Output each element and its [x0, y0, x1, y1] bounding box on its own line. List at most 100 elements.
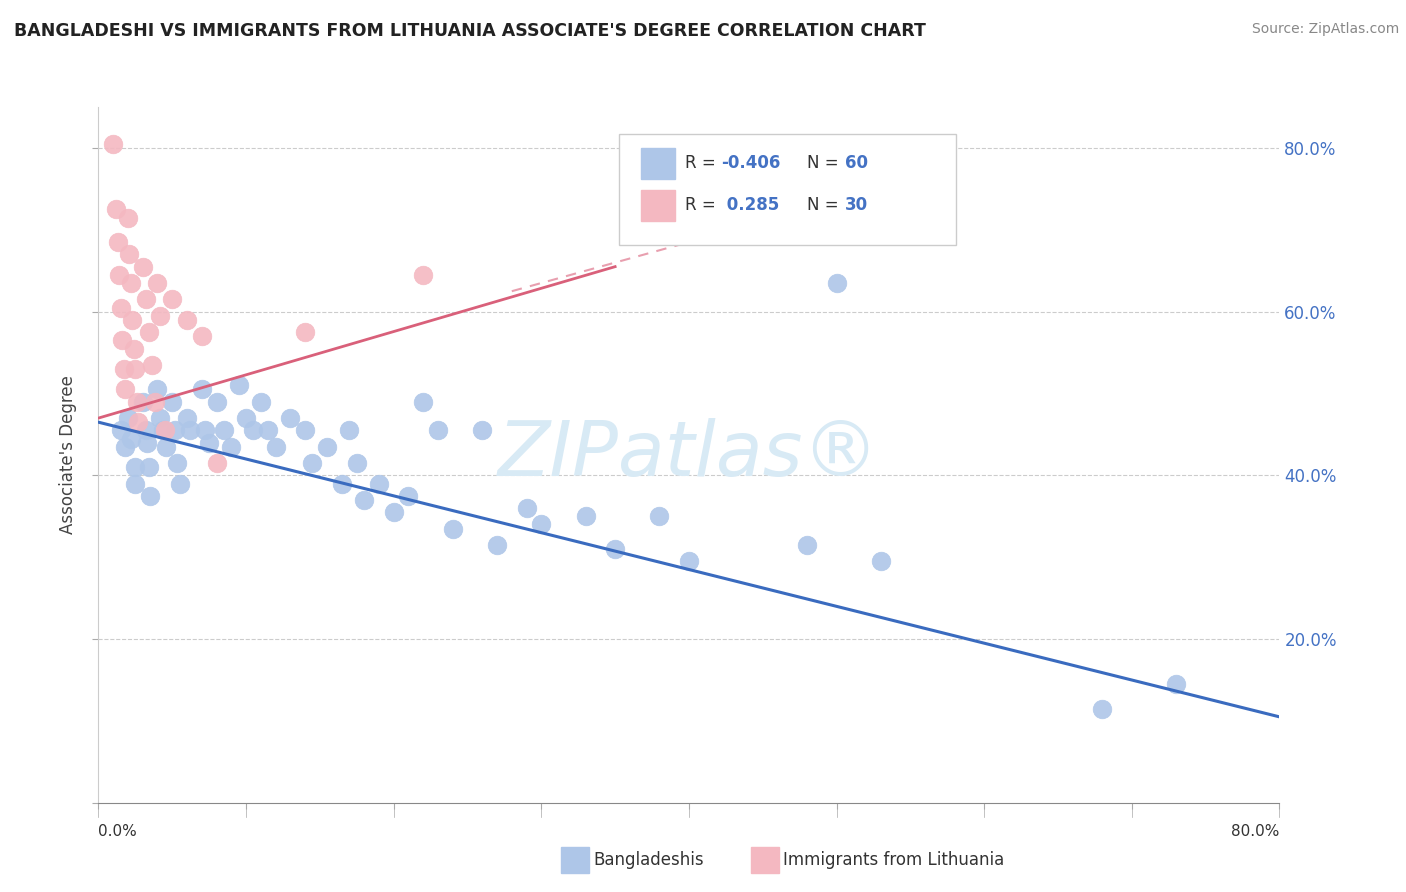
Point: [153, 423, 176, 437]
Point: [166, 456, 188, 470]
Point: [219, 440, 242, 454]
Point: [427, 423, 450, 437]
Point: [162, 394, 183, 409]
Point: [108, 268, 131, 282]
Point: [264, 440, 287, 454]
Point: [124, 460, 146, 475]
Point: [132, 260, 155, 274]
Point: [118, 247, 141, 261]
Point: [122, 342, 145, 356]
Text: 0.285: 0.285: [721, 196, 779, 214]
Point: [112, 362, 135, 376]
Point: [316, 440, 339, 454]
Point: [176, 313, 198, 327]
Point: [191, 383, 214, 397]
Point: [242, 423, 264, 437]
Point: [149, 309, 172, 323]
Point: [574, 509, 596, 524]
Point: [330, 476, 353, 491]
Point: [135, 423, 157, 437]
Text: -0.406: -0.406: [721, 154, 780, 172]
Point: [165, 423, 187, 437]
Text: R =: R =: [685, 154, 721, 172]
Point: [107, 235, 129, 249]
Point: [127, 415, 149, 429]
Text: 60: 60: [845, 154, 868, 172]
Point: [120, 276, 142, 290]
Point: [648, 509, 671, 524]
Text: 0.0%: 0.0%: [98, 824, 138, 838]
Text: BANGLADESHI VS IMMIGRANTS FROM LITHUANIA ASSOCIATE'S DEGREE CORRELATION CHART: BANGLADESHI VS IMMIGRANTS FROM LITHUANIA…: [14, 22, 927, 40]
Text: 80.0%: 80.0%: [1232, 824, 1279, 838]
Point: [103, 136, 125, 151]
Text: 30: 30: [845, 196, 868, 214]
Point: [141, 358, 163, 372]
Point: [146, 383, 169, 397]
Point: [441, 522, 464, 536]
Point: [257, 423, 280, 437]
Point: [176, 411, 198, 425]
Point: [339, 423, 360, 437]
Point: [205, 394, 228, 409]
Point: [135, 293, 157, 307]
Point: [179, 423, 201, 437]
Point: [152, 423, 174, 437]
Point: [117, 211, 139, 225]
Point: [1091, 701, 1114, 715]
Point: [346, 456, 368, 470]
Point: [149, 411, 172, 425]
Point: [605, 542, 627, 557]
Point: [412, 268, 434, 282]
Point: [138, 325, 160, 339]
Point: [121, 313, 143, 327]
Point: [205, 456, 228, 470]
Text: ZIPatlas®: ZIPatlas®: [498, 418, 880, 491]
Point: [212, 423, 235, 437]
Point: [124, 362, 146, 376]
Point: [825, 276, 848, 290]
Point: [143, 394, 166, 409]
Point: [110, 301, 132, 315]
Point: [396, 489, 419, 503]
Point: [198, 435, 221, 450]
Point: [136, 435, 159, 450]
Point: [114, 383, 136, 397]
Point: [228, 378, 250, 392]
Point: [120, 432, 142, 446]
Point: [382, 505, 405, 519]
Point: [162, 293, 183, 307]
Point: [117, 411, 139, 425]
Point: [114, 440, 136, 454]
Y-axis label: Associate's Degree: Associate's Degree: [59, 376, 77, 534]
Point: [105, 202, 128, 217]
Point: [250, 394, 273, 409]
Point: [235, 411, 257, 425]
Point: [169, 476, 191, 491]
Point: [191, 329, 214, 343]
Point: [146, 276, 169, 290]
Text: R =: R =: [685, 196, 721, 214]
Text: Source: ZipAtlas.com: Source: ZipAtlas.com: [1251, 22, 1399, 37]
Point: [194, 423, 217, 437]
Point: [486, 538, 509, 552]
Point: [368, 476, 391, 491]
Point: [353, 492, 375, 507]
Point: [412, 394, 434, 409]
Point: [155, 440, 177, 454]
Point: [294, 423, 316, 437]
Point: [515, 501, 537, 516]
Point: [294, 325, 316, 339]
Point: [796, 538, 818, 552]
Point: [301, 456, 323, 470]
Point: [678, 554, 700, 568]
Point: [869, 554, 891, 568]
Point: [530, 517, 553, 532]
Point: [132, 394, 155, 409]
Point: [111, 334, 134, 348]
Point: [110, 423, 132, 437]
Point: [124, 476, 146, 491]
Text: Immigrants from Lithuania: Immigrants from Lithuania: [783, 851, 1004, 869]
Point: [139, 489, 162, 503]
Point: [138, 460, 160, 475]
Text: N =: N =: [807, 196, 844, 214]
